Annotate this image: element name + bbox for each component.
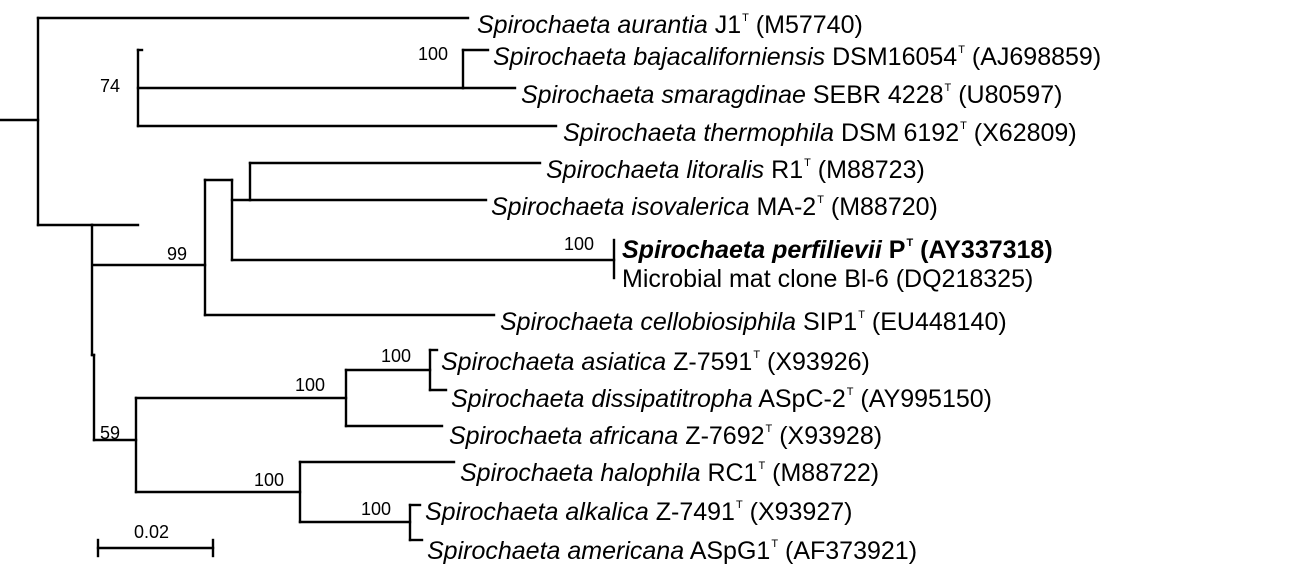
bootstrap-value: 100 xyxy=(564,234,595,254)
leaf-label: Spirochaeta thermophila DSM 6192T (X6280… xyxy=(563,119,1077,147)
leaf-label: Spirochaeta americana ASpG1T (AF373921) xyxy=(427,537,918,565)
leaf-label: Spirochaeta bajacaliforniensis DSM16054T… xyxy=(493,43,1102,71)
leaf-label: Spirochaeta africana Z-7692T (X93928) xyxy=(449,422,883,450)
leaf-label: Spirochaeta smaragdinae SEBR 4228T (U805… xyxy=(521,81,1063,109)
bootstrap-value: 100 xyxy=(254,470,285,490)
bootstrap-value: 100 xyxy=(295,375,326,395)
leaf-label: Spirochaeta dissipatitropha ASpC-2T (AY9… xyxy=(451,385,992,413)
bootstrap-value: 99 xyxy=(167,244,188,264)
leaf-label: Spirochaeta asiatica Z-7591T (X93926) xyxy=(441,348,870,376)
leaf-label: Spirochaeta cellobiosiphila SIP1T (EU448… xyxy=(500,308,1007,336)
scale-bar-label: 0.02 xyxy=(134,522,170,542)
leaf-label: Spirochaeta alkalica Z-7491T (X93927) xyxy=(425,498,853,526)
bootstrap-value: 100 xyxy=(418,44,449,64)
leaf-label: Spirochaeta litoralis R1T (M88723) xyxy=(546,156,925,184)
leaf-label: Spirochaeta aurantia J1T (M57740) xyxy=(477,11,863,39)
leaf-label-highlight: Spirochaeta perfilievii PT (AY337318) xyxy=(622,236,1053,264)
leaf-label: Spirochaeta halophila RC1T (M88722) xyxy=(460,459,880,487)
bootstrap-value: 100 xyxy=(361,499,392,519)
leaf-label: Microbial mat clone Bl-6 (DQ218325) xyxy=(622,265,1034,293)
bootstrap-value: 100 xyxy=(381,346,412,366)
bootstrap-value: 74 xyxy=(100,76,121,96)
bootstrap-value: 59 xyxy=(100,423,121,443)
leaf-label: Spirochaeta isovalerica MA-2T (M88720) xyxy=(491,193,938,221)
